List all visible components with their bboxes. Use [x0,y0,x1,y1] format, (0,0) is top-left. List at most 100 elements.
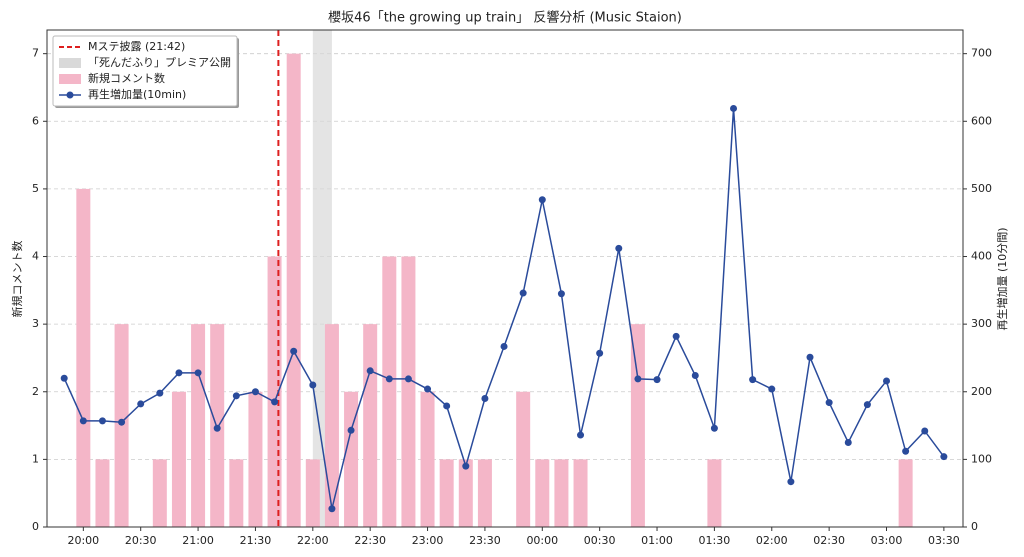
legend: Mステ披露 (21:42) 「死んだふり」プレミア公開新規コメント数再生増加量(1… [52,35,239,108]
y2-tick-label: 700 [971,47,992,60]
chart-title: 櫻坂46「the growing up train」 反響分析 (Music S… [328,10,682,26]
point [806,353,814,361]
bar [573,459,588,527]
x-tick-label: 03:30 [928,534,960,547]
x-tick-label: 02:00 [756,534,788,547]
bar [707,459,722,527]
legend-swatch [66,91,74,99]
bar [305,459,320,527]
bar [630,324,645,527]
bar [229,459,244,527]
y2-tick-label: 500 [971,182,992,195]
point [500,342,508,350]
y-tick-label: 7 [32,47,39,60]
point [232,392,240,400]
point [137,400,145,408]
y-tick-label: 6 [32,114,39,127]
point [615,244,623,252]
y2-tick-label: 400 [971,250,992,263]
x-tick-label: 22:00 [297,534,329,547]
point [940,453,948,461]
legend-label: 「死んだふり」プレミア公開 [88,56,231,69]
point [481,395,489,403]
y-tick-label: 3 [32,317,39,330]
x-tick-label: 20:00 [67,534,99,547]
x-tick-label: 22:30 [354,534,386,547]
point [60,374,68,382]
bar [898,459,913,527]
bar [363,324,378,527]
point [883,377,891,385]
y-axis-label: 新規コメント数 [10,241,24,318]
y-tick-label: 1 [32,452,39,465]
legend-swatch [59,58,81,68]
point [749,376,757,384]
point [213,424,221,432]
y2-tick-label: 600 [971,114,992,127]
point [863,401,871,409]
bar [267,256,282,527]
point [347,426,355,434]
point [787,478,795,486]
y2-axis-label: 再生増加量 (10分間) [995,227,1009,330]
point [156,389,164,397]
x-tick-label: 02:30 [813,534,845,547]
point [557,290,565,298]
bar [401,256,416,527]
point [404,375,412,383]
y-tick-label: 0 [32,520,39,533]
point [538,196,546,204]
x-tick-label: 03:00 [871,534,903,547]
point [730,104,738,112]
bar [458,459,473,527]
bar [439,459,454,527]
point [366,367,374,375]
y2-tick-label: 0 [971,520,978,533]
bar [344,391,359,527]
bar [152,459,167,527]
point [634,375,642,383]
y-tick-label: 4 [32,250,39,263]
point [519,289,527,297]
y-tick-label: 2 [32,385,39,398]
bar [171,391,186,527]
bar [535,459,550,527]
point [328,505,336,513]
point [79,417,87,425]
legend-swatch [59,74,81,84]
bar [516,391,531,527]
y2-tick-label: 200 [971,385,992,398]
point [462,462,470,470]
point [596,349,604,357]
legend-box [52,35,238,107]
bar [248,391,263,527]
legend-label: Mステ披露 (21:42) [88,39,185,53]
point [710,424,718,432]
x-tick-label: 21:00 [182,534,214,547]
point [691,372,699,380]
point [424,385,432,393]
legend-label: 新規コメント数 [88,71,165,85]
point [921,427,929,435]
x-tick-label: 23:30 [469,534,501,547]
y-tick-label: 5 [32,182,39,195]
point [118,418,126,426]
bar [286,53,301,528]
point [577,431,585,439]
point [194,369,202,377]
x-tick-label: 01:30 [699,534,731,547]
point [175,369,183,377]
point [844,438,852,446]
x-tick-label: 21:30 [240,534,272,547]
bar [191,324,206,527]
x-tick-label: 00:30 [584,534,616,547]
bar [382,256,397,527]
point [290,347,298,355]
point [443,402,451,410]
x-tick-label: 00:00 [526,534,558,547]
y2-tick-label: 100 [971,452,992,465]
plot-frame [46,29,964,528]
bar [554,459,569,527]
bar [477,459,492,527]
